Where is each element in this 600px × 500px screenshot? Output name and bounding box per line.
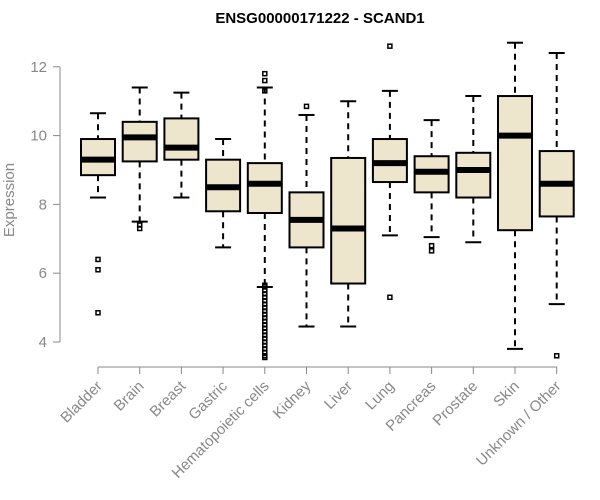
boxes-group bbox=[80, 41, 575, 361]
x-tick-label: Kidney bbox=[270, 377, 315, 422]
outlier-point bbox=[95, 267, 101, 273]
outlier-point bbox=[262, 77, 268, 84]
box-brain bbox=[121, 86, 158, 232]
y-tick-label: 4 bbox=[39, 334, 47, 351]
box-lung bbox=[371, 43, 408, 301]
box-unknown-other bbox=[538, 52, 575, 359]
x-tick-label: Bladder bbox=[57, 378, 106, 427]
iqr-box bbox=[163, 117, 200, 161]
box-pancreas bbox=[413, 119, 450, 254]
x-tick-label: Skin bbox=[490, 378, 523, 411]
outlier-point bbox=[428, 242, 435, 249]
chart-title: ENSG00000171222 - SCAND1 bbox=[215, 10, 424, 27]
box-hematopoietic-cells bbox=[246, 70, 283, 361]
x-tick-label: Lung bbox=[362, 378, 398, 414]
outlier-point bbox=[95, 310, 101, 316]
iqr-box bbox=[497, 95, 533, 232]
x-tick-label: Liver bbox=[321, 378, 356, 413]
y-tick-label: 6 bbox=[39, 265, 47, 282]
x-tick-label: Breast bbox=[147, 377, 190, 420]
outlier-point bbox=[553, 353, 560, 359]
box-kidney bbox=[288, 103, 325, 328]
outlier-point bbox=[387, 294, 393, 301]
x-tick-label: Brain bbox=[111, 378, 148, 415]
box-liver bbox=[330, 100, 367, 328]
outlier-point bbox=[95, 256, 101, 263]
y-tick-label: 10 bbox=[30, 128, 47, 145]
box-prostate bbox=[455, 95, 492, 244]
outlier-point bbox=[262, 88, 268, 94]
y-ticks: 4 6 8 10 12 bbox=[30, 59, 60, 351]
box-gastric bbox=[205, 138, 242, 249]
y-tick-label: 12 bbox=[30, 59, 47, 76]
y-axis-label: Expression bbox=[1, 163, 18, 237]
iqr-box bbox=[455, 151, 492, 199]
box-breast bbox=[163, 91, 200, 199]
x-tick-label: Prostate bbox=[430, 378, 482, 430]
outlier-point bbox=[262, 354, 268, 361]
iqr-box bbox=[330, 156, 367, 285]
outlier-point bbox=[387, 43, 393, 49]
y-tick-label: 8 bbox=[39, 196, 47, 213]
outlier-point bbox=[303, 103, 310, 110]
outlier-point bbox=[136, 225, 143, 232]
box-skin bbox=[497, 41, 533, 350]
outlier-point bbox=[428, 248, 435, 254]
box-bladder bbox=[80, 112, 116, 316]
iqr-box bbox=[246, 162, 283, 214]
outlier-point bbox=[262, 70, 268, 77]
iqr-box bbox=[121, 120, 158, 163]
